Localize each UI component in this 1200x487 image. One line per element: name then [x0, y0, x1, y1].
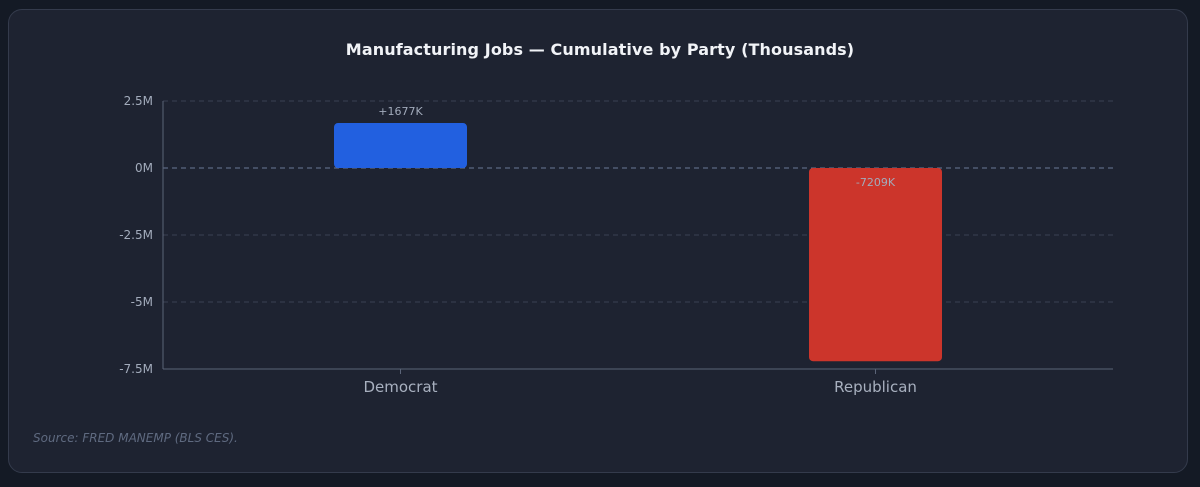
- chart-title: Manufacturing Jobs — Cumulative by Party…: [345, 40, 855, 59]
- x-tick-label: Republican: [834, 378, 917, 396]
- y-tick-label: -2.5M: [119, 228, 153, 242]
- source-note: Source: FRED MANEMP (BLS CES).: [33, 431, 238, 445]
- x-tick-label: Democrat: [363, 378, 437, 396]
- y-tick-label: 0M: [135, 161, 153, 175]
- y-tick-label: -5M: [131, 295, 153, 309]
- chart-card: Manufacturing Jobs — Cumulative by Party…: [8, 9, 1188, 473]
- data-label: +1677K: [378, 105, 423, 118]
- y-tick-label: 2.5M: [124, 94, 153, 108]
- y-tick-label: -7.5M: [119, 362, 153, 376]
- bar-democrat: [334, 123, 467, 168]
- bar-republican: [809, 168, 942, 362]
- data-label: -7209K: [856, 176, 896, 189]
